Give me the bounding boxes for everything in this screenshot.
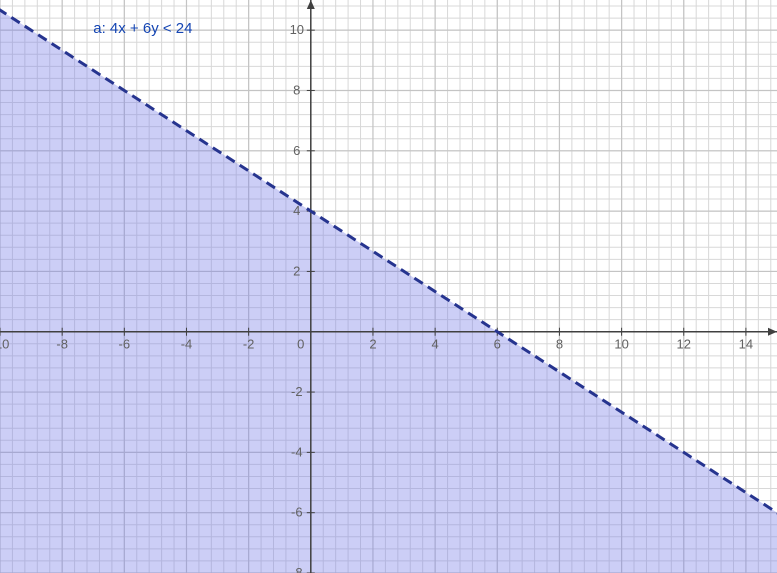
inequality-label: a: 4x + 6y < 24 xyxy=(93,20,192,37)
x-tick-label: 8 xyxy=(556,337,563,352)
x-tick-label: 6 xyxy=(494,337,501,352)
chart-svg: -10-8-6-4-22468101214-8-6-4-22468100a: 4… xyxy=(0,0,777,573)
x-tick-label: -8 xyxy=(56,337,68,352)
y-tick-label: 10 xyxy=(290,22,304,37)
x-tick-label: -4 xyxy=(181,337,193,352)
y-tick-label: 6 xyxy=(293,143,300,158)
x-tick-label: 10 xyxy=(614,337,628,352)
inequality-chart: -10-8-6-4-22468101214-8-6-4-22468100a: 4… xyxy=(0,0,777,573)
y-tick-label: 2 xyxy=(293,263,300,278)
y-tick-label: -6 xyxy=(291,505,303,520)
y-tick-label: -8 xyxy=(291,565,303,573)
x-tick-label: -6 xyxy=(119,337,131,352)
x-tick-label: 14 xyxy=(739,337,753,352)
y-tick-label: -2 xyxy=(291,384,303,399)
x-tick-label: 12 xyxy=(677,337,691,352)
x-tick-label: 2 xyxy=(369,337,376,352)
x-tick-label: 4 xyxy=(432,337,439,352)
y-tick-label: -4 xyxy=(291,444,303,459)
origin-label: 0 xyxy=(297,337,304,352)
x-tick-label: -10 xyxy=(0,337,9,352)
y-tick-label: 8 xyxy=(293,82,300,97)
x-tick-label: -2 xyxy=(243,337,255,352)
